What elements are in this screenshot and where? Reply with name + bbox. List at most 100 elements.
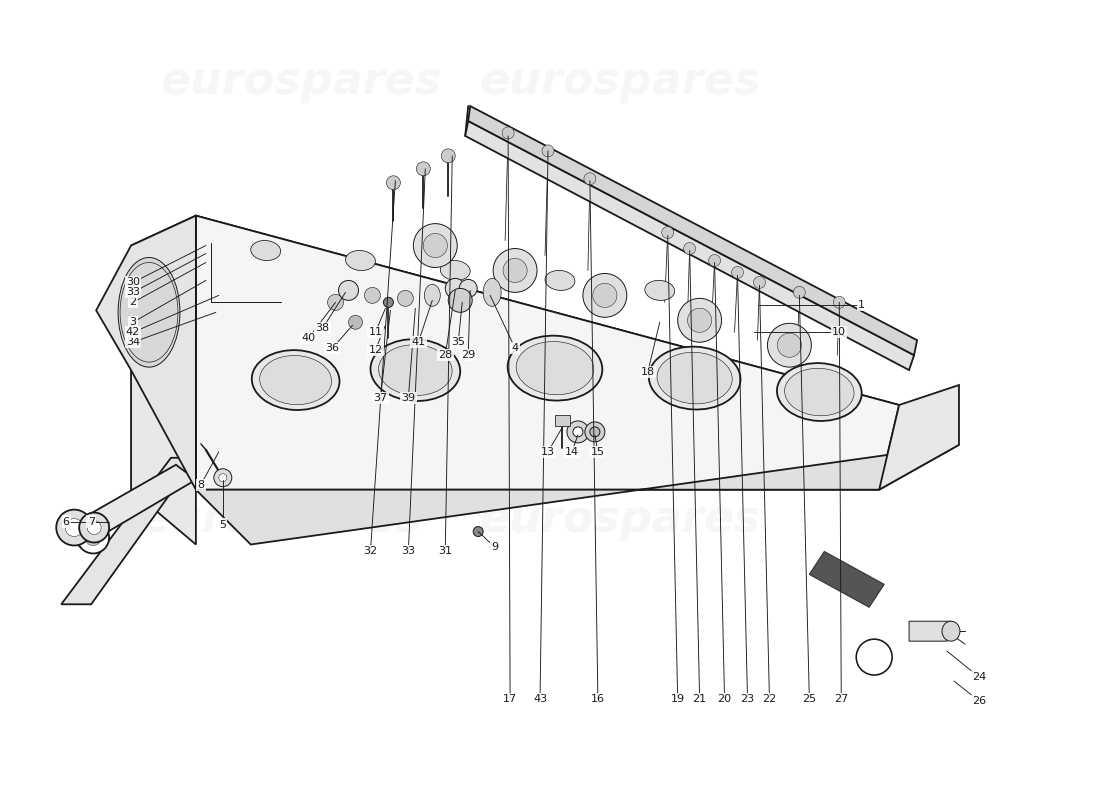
Circle shape [585,422,605,442]
Circle shape [449,288,472,312]
Circle shape [459,279,477,298]
Ellipse shape [777,363,861,421]
Circle shape [678,298,722,342]
Text: 16: 16 [591,694,605,704]
Text: 5: 5 [219,519,227,530]
Circle shape [79,513,109,542]
Ellipse shape [544,270,575,290]
Text: 36: 36 [326,343,340,353]
Polygon shape [96,216,196,490]
Circle shape [349,315,363,330]
Circle shape [65,518,84,537]
Text: 12: 12 [368,345,383,355]
Circle shape [684,242,695,254]
Circle shape [688,308,712,332]
Circle shape [708,254,720,266]
Text: 10: 10 [833,327,846,338]
Ellipse shape [657,352,733,404]
Circle shape [397,290,414,306]
Text: 31: 31 [438,546,452,557]
Text: 35: 35 [451,338,465,347]
Ellipse shape [784,368,854,416]
Polygon shape [879,385,959,490]
Circle shape [754,277,766,288]
Polygon shape [909,622,952,641]
Ellipse shape [345,250,375,270]
Circle shape [662,226,673,238]
Circle shape [339,281,359,300]
Polygon shape [556,415,570,426]
Ellipse shape [251,241,280,261]
Text: 33: 33 [126,287,140,298]
Circle shape [416,162,430,176]
Circle shape [542,145,554,157]
Text: 43: 43 [534,694,547,704]
Circle shape [584,173,596,185]
Ellipse shape [378,345,452,395]
Circle shape [834,296,845,308]
Ellipse shape [260,355,331,405]
Circle shape [384,298,394,307]
Polygon shape [196,216,899,425]
Circle shape [77,522,109,554]
Ellipse shape [425,285,440,306]
Text: 32: 32 [363,546,377,557]
Circle shape [219,474,227,482]
Text: eurospares: eurospares [480,60,760,102]
Circle shape [583,274,627,318]
Text: 4: 4 [512,343,519,353]
Polygon shape [465,121,914,370]
Text: 42: 42 [125,327,140,338]
Text: 7: 7 [88,517,95,526]
Circle shape [386,176,400,190]
Text: 3: 3 [130,318,136,327]
Circle shape [502,127,514,139]
Text: 8: 8 [197,480,205,490]
Circle shape [85,530,101,546]
Text: 30: 30 [126,278,140,287]
Text: 2: 2 [130,298,136,307]
Circle shape [793,286,805,298]
Polygon shape [62,458,196,604]
Text: 21: 21 [693,694,706,704]
Text: 11: 11 [368,327,383,338]
Text: 15: 15 [591,447,605,457]
Text: 38: 38 [316,323,330,334]
Text: 13: 13 [541,447,556,457]
Text: 23: 23 [740,694,755,704]
Text: 28: 28 [438,350,452,360]
Circle shape [768,323,812,367]
Circle shape [328,294,343,310]
Polygon shape [59,465,196,547]
Text: 33: 33 [402,546,416,557]
Ellipse shape [252,350,340,410]
Circle shape [732,266,744,278]
Text: 41: 41 [411,338,426,347]
Ellipse shape [942,622,960,641]
Circle shape [414,224,458,267]
Text: 27: 27 [834,694,848,704]
Text: 18: 18 [640,367,654,377]
Ellipse shape [483,278,502,306]
Ellipse shape [118,258,180,367]
Polygon shape [131,370,196,545]
Polygon shape [196,216,899,490]
Circle shape [778,333,802,358]
Polygon shape [810,551,884,607]
Text: eurospares: eurospares [140,498,421,541]
Text: 39: 39 [402,393,416,403]
Polygon shape [196,445,959,545]
Text: 26: 26 [972,696,986,706]
Circle shape [56,510,92,546]
Circle shape [593,283,617,307]
Polygon shape [469,106,917,355]
Text: 17: 17 [503,694,517,704]
Circle shape [590,427,600,437]
Circle shape [87,521,101,534]
Text: 1: 1 [858,300,865,310]
Circle shape [573,427,583,437]
Text: 19: 19 [671,694,684,704]
Circle shape [424,234,448,258]
Circle shape [493,249,537,292]
Text: eurospares: eurospares [160,60,441,102]
